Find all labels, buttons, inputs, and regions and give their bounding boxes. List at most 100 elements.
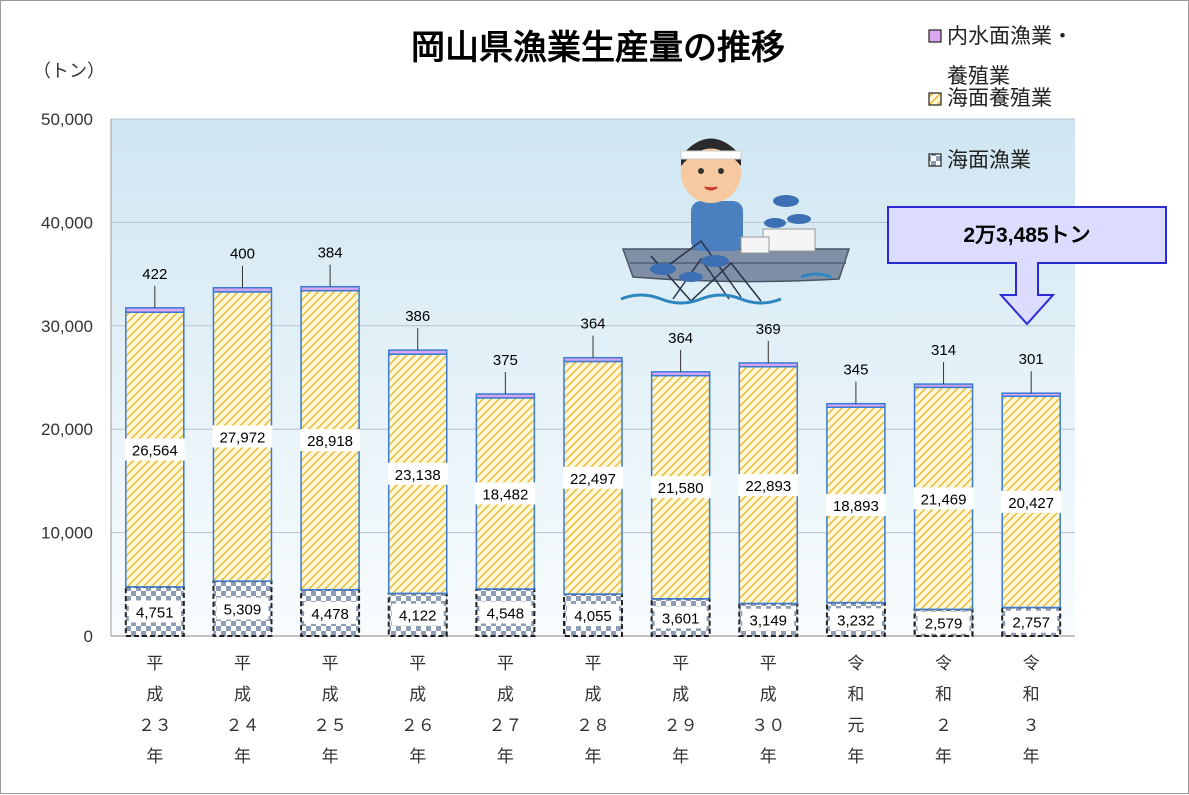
data-label-bg (304, 601, 357, 624)
y-tick-label: 10,000 (41, 524, 93, 543)
data-label-bg (300, 429, 361, 452)
data-label-aquaculture: 28,918 (307, 433, 353, 450)
x-tick-label: 和 (847, 685, 864, 705)
data-label-bg (650, 476, 711, 499)
x-tick-label: ２５ (313, 716, 347, 736)
data-label-marine: 4,548 (487, 605, 525, 622)
y-tick-label: 30,000 (41, 317, 93, 336)
bar-segment-inland (125, 307, 185, 313)
data-label-bg (124, 438, 185, 461)
legend-label-aquaculture: 海面養殖業 (947, 86, 1052, 110)
x-tick-label: 年 (760, 747, 777, 767)
data-label-marine: 4,055 (574, 608, 612, 625)
data-label-inland: 400 (230, 246, 255, 263)
callout-box (887, 206, 1167, 264)
data-label-bg (738, 474, 799, 497)
x-tick-label: 平 (146, 654, 163, 674)
bar-segment-inland (475, 393, 536, 399)
data-label-aquaculture: 26,564 (132, 443, 178, 460)
data-label-aquaculture: 23,138 (395, 467, 441, 484)
data-label-bg (391, 603, 444, 626)
data-label-aquaculture: 18,482 (482, 486, 528, 503)
x-tick-label: 年 (497, 747, 514, 767)
total-callout: 2万3,485トン (887, 206, 1167, 326)
data-label-bg (475, 482, 536, 505)
fisherman-illustration (620, 138, 851, 305)
x-tick-label: 年 (935, 747, 952, 767)
data-label-inland: 364 (668, 330, 693, 347)
data-label-marine: 3,232 (837, 612, 875, 629)
x-tick-label: 平 (497, 654, 514, 674)
x-tick-label: ２４ (225, 716, 259, 736)
x-tick-label: 令 (935, 654, 952, 674)
x-tick-label: 和 (1023, 685, 1040, 705)
x-tick-label: 成 (672, 685, 689, 705)
callout-arrow-icon (998, 263, 1056, 326)
data-label-aquaculture: 22,497 (570, 471, 616, 488)
data-label-bg (216, 597, 269, 620)
data-label-marine: 3,601 (662, 610, 700, 627)
legend-swatch-inland (928, 29, 942, 43)
x-tick-label: 成 (409, 685, 426, 705)
data-label-bg (917, 611, 970, 634)
x-tick-label: ２６ (401, 716, 435, 736)
x-tick-label: ３ (1023, 716, 1040, 736)
x-tick-label: 平 (672, 654, 689, 674)
data-label-bg (212, 425, 273, 448)
legend-label-marine: 海面漁業 (947, 148, 1031, 172)
x-tick-label: 令 (847, 654, 864, 674)
x-tick-label: 成 (585, 685, 602, 705)
data-label-aquaculture: 20,427 (1008, 495, 1054, 512)
legend: 内水面漁業・ 養殖業 海面養殖業 海面漁業 (928, 24, 1073, 172)
x-tick-label: 平 (760, 654, 777, 674)
x-tick-label: ２３ (138, 716, 172, 736)
x-tick-label: 年 (672, 747, 689, 767)
bar-segment-inland (650, 371, 711, 377)
data-label-inland: 364 (580, 316, 605, 333)
data-label-bg (128, 600, 181, 623)
data-label-marine: 2,757 (1012, 615, 1050, 632)
bar-segment-inland (387, 349, 448, 355)
x-tick-label: 和 (935, 685, 952, 705)
x-tick-label: 年 (234, 747, 251, 767)
y-tick-label: 50,000 (41, 110, 93, 129)
y-tick-label: 40,000 (41, 213, 93, 232)
x-tick-label: 平 (322, 654, 339, 674)
x-tick-label: ３０ (751, 716, 785, 736)
data-label-inland: 301 (1019, 351, 1044, 368)
y-unit-label: （トン） (33, 61, 105, 82)
data-label-bg (1005, 610, 1058, 633)
x-tick-label: 平 (409, 654, 426, 674)
data-label-aquaculture: 21,469 (921, 491, 967, 508)
data-label-inland: 375 (493, 352, 518, 369)
x-tick-label: ２９ (664, 716, 698, 736)
callout-arrow-joint (1017, 259, 1037, 267)
data-label-bg (567, 604, 619, 627)
data-label-marine: 4,478 (311, 606, 349, 623)
x-tick-label: 年 (585, 747, 602, 767)
legend-swatch-aquaculture (928, 92, 942, 106)
callout-text: 2万3,485トン (963, 224, 1090, 247)
data-label-bg (654, 606, 707, 629)
legend-swatch-marine (928, 153, 942, 167)
x-tick-label: 成 (497, 685, 514, 705)
data-label-bg (742, 608, 795, 631)
x-tick-label: ２７ (488, 716, 522, 736)
x-tick-label: 年 (409, 747, 426, 767)
x-tick-label: ２８ (576, 716, 610, 736)
bar-segment-inland (738, 362, 799, 368)
x-tick-label: 年 (847, 747, 864, 767)
data-label-marine: 4,751 (136, 604, 174, 621)
x-tick-label: 平 (234, 654, 251, 674)
data-label-bg (913, 487, 974, 510)
bar-segment-inland (212, 286, 273, 293)
data-label-bg (563, 466, 623, 489)
data-label-marine: 2,579 (925, 616, 963, 633)
data-label-aquaculture: 27,972 (220, 429, 266, 446)
bar-segment-inland (300, 285, 360, 292)
data-label-inland: 384 (318, 245, 343, 262)
legend-label-inland-1: 内水面漁業・ (947, 24, 1073, 48)
data-label-bg (1001, 490, 1062, 513)
